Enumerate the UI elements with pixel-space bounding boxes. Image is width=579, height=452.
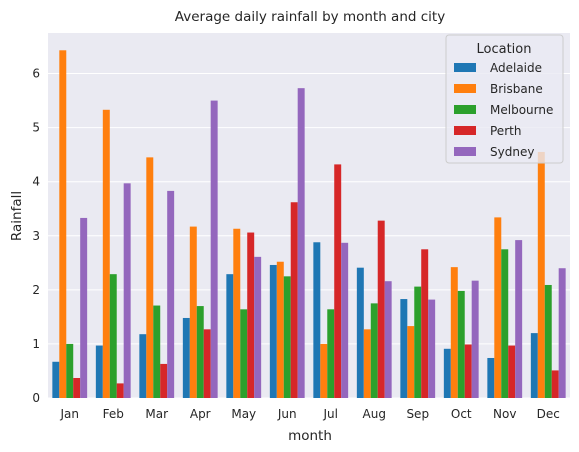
bar-melbourne-aug <box>370 303 378 398</box>
bar-melbourne-jan <box>66 343 74 398</box>
bar-perth-dec <box>551 370 559 398</box>
y-tick-label: 0 <box>32 391 40 405</box>
bar-brisbane-nov <box>494 217 502 398</box>
x-tick-label: May <box>231 407 256 421</box>
x-tick-label: Dec <box>537 407 560 421</box>
bar-sydney-jul <box>341 242 349 398</box>
bar-melbourne-apr <box>196 306 204 398</box>
bar-sydney-oct <box>471 280 479 398</box>
x-axis-ticks: Jan Feb Mar Apr May Jun Jul Aug Sep Oct Nov Dec <box>60 407 560 421</box>
bar-perth-may <box>247 232 255 398</box>
bar-perth-apr <box>203 329 211 398</box>
x-tick-label: Apr <box>190 407 211 421</box>
y-tick-label: 4 <box>32 175 40 189</box>
bar-perth-aug <box>377 220 385 398</box>
bar-sydney-aug <box>384 281 392 398</box>
bar-adelaide-jun <box>269 264 277 398</box>
bar-brisbane-jun <box>276 261 284 398</box>
legend-swatch-perth <box>454 126 476 135</box>
bar-adelaide-nov <box>487 357 495 398</box>
x-tick-label: Nov <box>493 407 516 421</box>
bar-perth-oct <box>464 344 472 398</box>
bar-brisbane-apr <box>189 226 197 398</box>
bar-perth-mar <box>160 363 168 398</box>
y-tick-label: 5 <box>32 121 40 135</box>
bar-sydney-feb <box>123 183 131 398</box>
bar-adelaide-sep <box>400 299 408 398</box>
legend-label-sydney: Sydney <box>490 145 534 159</box>
bar-brisbane-aug <box>363 329 371 398</box>
legend-title: Location <box>477 42 532 57</box>
bar-sydney-nov <box>515 240 523 398</box>
bar-adelaide-jan <box>52 361 60 398</box>
bar-brisbane-oct <box>450 267 458 398</box>
bar-adelaide-oct <box>443 348 451 398</box>
bar-sydney-may <box>254 256 262 398</box>
bar-brisbane-may <box>233 228 241 398</box>
legend-swatch-melbourne <box>454 105 476 114</box>
x-tick-label: Oct <box>451 407 472 421</box>
legend-swatch-brisbane <box>454 84 476 93</box>
x-tick-label: Jun <box>277 407 297 421</box>
legend: Location Adelaide Brisbane Melbourne Perth S… <box>445 34 564 164</box>
bar-brisbane-jan <box>59 50 67 398</box>
bar-adelaide-feb <box>95 345 103 398</box>
bar-melbourne-jul <box>327 309 335 398</box>
y-tick-label: 6 <box>32 67 40 81</box>
bar-perth-jul <box>334 164 342 398</box>
bar-melbourne-jun <box>283 276 291 398</box>
x-tick-label: Sep <box>406 407 429 421</box>
bar-adelaide-apr <box>182 317 190 398</box>
bar-brisbane-feb <box>102 109 110 398</box>
y-tick-label: 2 <box>32 283 40 297</box>
legend-label-melbourne: Melbourne <box>490 103 553 117</box>
legend-swatch-sydney <box>454 147 476 156</box>
bars <box>52 50 566 399</box>
bar-adelaide-jul <box>313 242 321 398</box>
y-axis-ticks: 0 1 2 3 4 5 6 <box>32 67 40 405</box>
bar-melbourne-may <box>240 309 248 398</box>
bar-adelaide-dec <box>530 333 538 398</box>
chart-title: Average daily rainfall by month and city <box>175 9 445 25</box>
bar-perth-sep <box>421 249 429 398</box>
x-axis-title: month <box>288 428 332 444</box>
y-tick-label: 1 <box>32 337 40 351</box>
bar-sydney-jun <box>297 88 305 399</box>
bar-perth-jan <box>73 377 81 398</box>
bar-melbourne-nov <box>501 249 509 398</box>
bar-adelaide-may <box>226 274 234 398</box>
bar-sydney-dec <box>558 268 566 398</box>
bar-brisbane-sep <box>407 326 415 398</box>
bar-adelaide-mar <box>139 334 147 398</box>
bar-perth-nov <box>508 345 516 398</box>
bar-brisbane-mar <box>146 157 154 398</box>
bar-brisbane-dec <box>537 151 545 398</box>
bar-sydney-sep <box>428 299 436 398</box>
bar-melbourne-sep <box>414 286 422 398</box>
bar-melbourne-mar <box>153 305 161 398</box>
bar-melbourne-dec <box>544 284 552 398</box>
x-tick-label: Mar <box>145 407 168 421</box>
bar-sydney-jan <box>80 217 88 398</box>
bar-melbourne-feb <box>109 274 117 398</box>
legend-label-perth: Perth <box>490 124 521 138</box>
legend-items: Adelaide Brisbane Melbourne Perth Sydney <box>454 61 553 159</box>
y-axis-title: Rainfall <box>9 191 25 241</box>
bar-melbourne-oct <box>457 290 465 398</box>
bar-perth-feb <box>116 383 124 398</box>
x-tick-label: Feb <box>103 407 124 421</box>
x-tick-label: Jan <box>60 407 80 421</box>
legend-swatch-adelaide <box>454 63 476 72</box>
bar-sydney-mar <box>167 190 175 398</box>
x-tick-label: Jul <box>323 407 338 421</box>
bar-perth-jun <box>290 202 298 398</box>
legend-label-adelaide: Adelaide <box>490 61 542 75</box>
bar-brisbane-jul <box>320 343 328 398</box>
y-tick-label: 3 <box>32 229 40 243</box>
x-tick-label: Aug <box>363 407 386 421</box>
bar-sydney-apr <box>210 100 218 398</box>
bar-adelaide-aug <box>356 267 364 398</box>
legend-label-brisbane: Brisbane <box>490 82 543 96</box>
